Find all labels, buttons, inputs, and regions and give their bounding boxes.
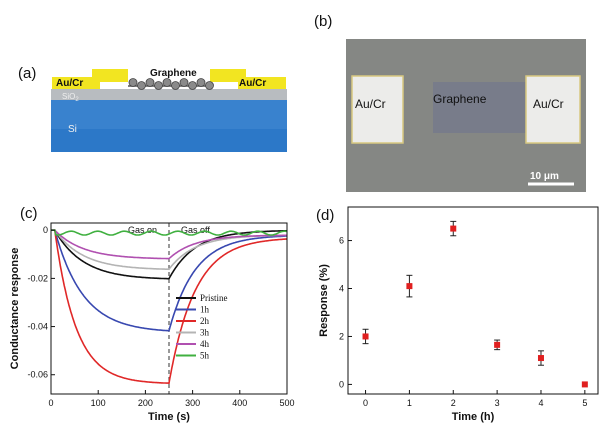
legend-label-2h: 2h	[200, 316, 210, 326]
right-pad	[525, 75, 581, 144]
graphene-atom	[196, 78, 206, 87]
legend-label-4h: 4h	[200, 339, 210, 349]
chart-d-ytick-label: 2	[339, 331, 344, 341]
chart-c-series	[51, 229, 288, 385]
chart-d-ytick-label: 4	[339, 284, 344, 294]
chart-d-frame	[347, 206, 599, 395]
chart-d-xlabel: Time (h)	[452, 411, 495, 423]
panel-a-label: (a)	[18, 65, 36, 82]
series-line-4h	[51, 229, 287, 260]
chart-c-xtick-label: 0	[48, 398, 53, 408]
si-substrate	[51, 99, 287, 152]
chart-c-ytick-label: -0.02	[27, 273, 48, 283]
panel-d-label: (d)	[316, 207, 334, 224]
right-electrode-label: Au/Cr	[239, 78, 266, 89]
chart-d-xtick-label: 5	[582, 398, 587, 408]
graphene-atom	[188, 81, 197, 90]
chart-c-xtick-label: 100	[91, 398, 106, 408]
gas-on-annotation: Gas on	[128, 225, 157, 235]
si-label: Si	[68, 124, 77, 135]
chart-c-frame	[50, 222, 288, 395]
chart-d-xtick-label: 3	[495, 398, 500, 408]
optical-micrograph: Au/Cr Au/Cr Graphene 10 μm	[346, 39, 586, 192]
data-point	[406, 283, 413, 290]
chart-c-ytick-label: -0.04	[27, 322, 48, 332]
chart-c-xtick-label: 500	[279, 398, 294, 408]
chart-d-points	[362, 220, 588, 388]
chart-c-xlabel: Time (s)	[148, 411, 190, 423]
device-schematic: Au/Cr Au/Cr Graphene SiO2 Si	[51, 68, 287, 152]
series-line-pristine	[51, 229, 288, 280]
gas-off-annotation: Gas off	[181, 225, 210, 235]
graphene-atom	[154, 81, 163, 90]
panel-b-label: (b)	[314, 13, 332, 30]
graphene-channel	[433, 82, 529, 133]
chart-d-xtick-label: 1	[407, 398, 412, 408]
data-point	[362, 333, 369, 340]
series-line-1h	[51, 229, 287, 332]
graphene-sheet	[128, 78, 214, 90]
legend-label-pristine: Pristine	[200, 293, 228, 303]
chart-d-xtick-label: 0	[363, 398, 368, 408]
graphene-atom	[137, 81, 146, 90]
chart-d-ytick-label: 0	[339, 379, 344, 389]
data-point	[581, 381, 588, 388]
graphene-atom	[171, 81, 180, 90]
graphene-label: Graphene	[150, 68, 197, 79]
graphene-atom	[128, 78, 138, 87]
chart-c-xtick-label: 300	[185, 398, 200, 408]
chart-c-xtick-label: 400	[232, 398, 247, 408]
chart-c-ytick-label: -0.06	[27, 370, 48, 380]
data-point	[494, 341, 501, 348]
left-pad-label: Au/Cr	[355, 97, 386, 111]
chart-d-xtick-label: 4	[538, 398, 543, 408]
graphene-atom	[179, 78, 189, 87]
series-line-5h	[51, 229, 288, 236]
legend-label-5h: 5h	[200, 351, 210, 361]
sio2-layer	[51, 89, 287, 100]
chart-c-axes: 0 100 200 300 400 500 0 -0.02 -0.04 -0.06	[27, 222, 295, 408]
panel-c-label: (c)	[20, 205, 38, 222]
chart-d-xtick-label: 2	[451, 398, 456, 408]
legend-label-3h: 3h	[200, 328, 210, 338]
right-pad-label: Au/Cr	[533, 97, 564, 111]
scale-bar-label: 10 μm	[530, 171, 559, 182]
left-electrode	[52, 69, 128, 89]
chart-d-ytick-label: 6	[339, 236, 344, 246]
chart-c-ylabel: Conductance response	[9, 248, 21, 370]
response-chart: 0 1 2 3 4 5 0 2 4 6 Time (h) Response (%)	[318, 206, 599, 423]
chart-d-axes: 0 1 2 3 4 5 0 2 4 6	[339, 206, 599, 408]
series-line-2h	[51, 229, 288, 385]
legend-label-1h: 1h	[200, 305, 210, 315]
left-electrode-label: Au/Cr	[56, 78, 83, 89]
data-point	[450, 225, 457, 232]
chart-c-ytick-label: 0	[43, 225, 48, 235]
chart-c-xtick-label: 200	[138, 398, 153, 408]
left-pad	[351, 75, 404, 144]
graphene-atom	[145, 78, 155, 87]
chart-d-ylabel: Response (%)	[318, 264, 330, 337]
data-point	[537, 355, 544, 362]
sio2-label: SiO2	[62, 92, 79, 103]
graphene-atom	[162, 78, 172, 87]
right-electrode	[210, 69, 286, 89]
channel-label: Graphene	[433, 92, 487, 106]
graphene-atom	[205, 81, 214, 90]
